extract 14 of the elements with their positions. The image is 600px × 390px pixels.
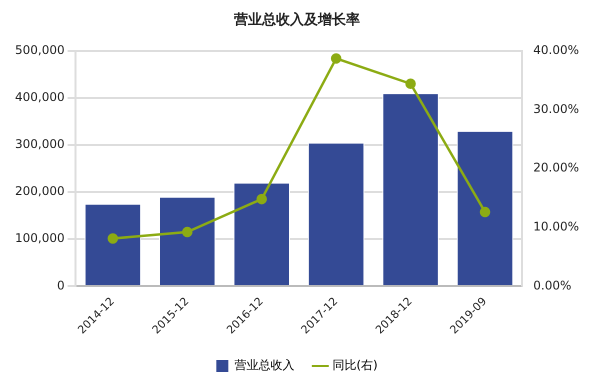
y2-tick-label: 20.00% bbox=[533, 160, 580, 175]
y2-tick-label: 30.00% bbox=[533, 102, 580, 116]
legend-label: 营业总收入 bbox=[234, 358, 294, 372]
y-tick-label: 300,000 bbox=[15, 137, 65, 152]
y2-tick-label: 10.00% bbox=[533, 219, 580, 234]
y2-tick-label: 40.00% bbox=[533, 42, 580, 57]
y2-tick-label: 0.00% bbox=[533, 278, 572, 292]
y-tick-label: 0 bbox=[56, 278, 65, 292]
chart-title: 营业总收入及增长率 bbox=[233, 11, 360, 28]
y-tick-label: 400,000 bbox=[15, 90, 65, 104]
y-tick-label: 500,000 bbox=[15, 42, 65, 57]
y-tick-label: 100,000 bbox=[15, 231, 65, 246]
y-tick-label: 200,000 bbox=[15, 184, 65, 198]
legend-label: 同比(右) bbox=[332, 358, 378, 372]
